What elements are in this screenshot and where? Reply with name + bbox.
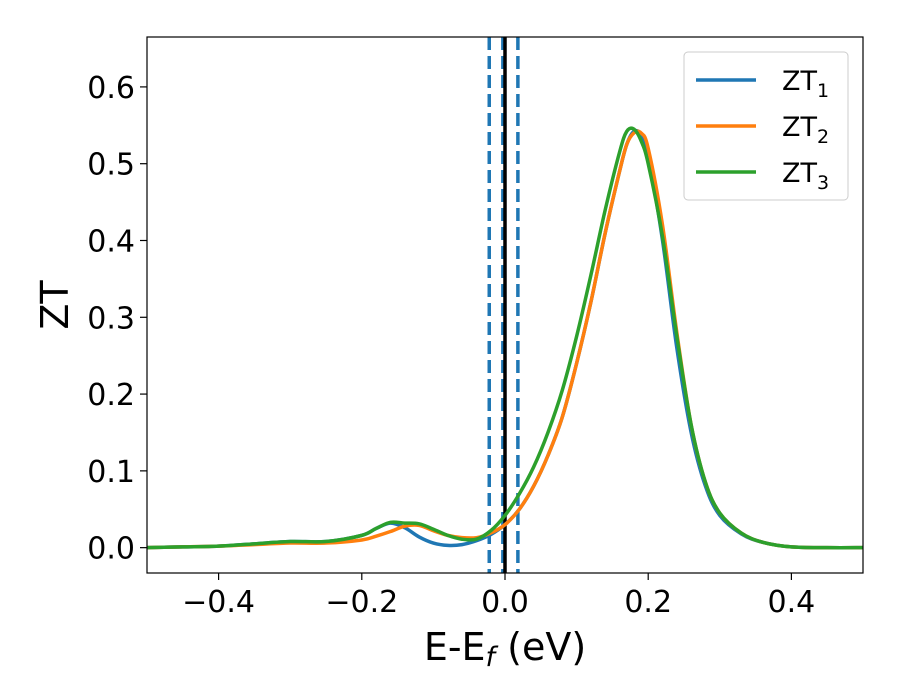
y-tick-label: 0.5 xyxy=(87,148,135,183)
legend-label-main: ZT xyxy=(782,158,817,189)
y-tick-label: 0.6 xyxy=(87,71,135,106)
legend-label-main: ZT xyxy=(782,112,817,143)
legend-label-2: ZT2 xyxy=(782,112,829,148)
y-axis: 0.0 0.1 0.2 0.3 0.4 0.5 0.6 xyxy=(87,71,147,567)
y-tick-label: 0.1 xyxy=(87,455,135,490)
x-tick-label: 0.0 xyxy=(481,585,529,620)
y-tick-label: 0.0 xyxy=(87,532,135,567)
y-tick-label: 0.4 xyxy=(87,224,135,259)
series-lines xyxy=(147,126,863,550)
legend-label-subscript: 2 xyxy=(817,126,829,148)
y-axis-title: ZT xyxy=(33,280,77,330)
x-axis-title-main: E-E xyxy=(424,625,486,669)
legend-label-3: ZT3 xyxy=(782,158,829,194)
legend-label-subscript: 3 xyxy=(817,172,829,194)
x-tick-label: −0.2 xyxy=(325,585,398,620)
fermi-level-lines xyxy=(487,37,520,573)
x-axis-title: E-Ef (eV) xyxy=(424,625,586,673)
x-tick-label: 0.2 xyxy=(624,585,672,620)
x-tick-label: −0.4 xyxy=(182,585,255,620)
x-tick-label: 0.4 xyxy=(768,585,816,620)
x-axis: −0.4 −0.2 0.0 0.2 0.4 xyxy=(182,573,815,620)
legend-label-1: ZT1 xyxy=(782,66,829,102)
series-line-3 xyxy=(147,126,863,550)
legend-box xyxy=(683,51,849,201)
y-tick-label: 0.2 xyxy=(87,378,135,413)
legend-label-main: ZT xyxy=(782,66,817,97)
y-tick-label: 0.3 xyxy=(87,301,135,336)
legend-label-subscript: 1 xyxy=(817,80,829,102)
x-axis-title-unit: (eV) xyxy=(495,625,586,669)
